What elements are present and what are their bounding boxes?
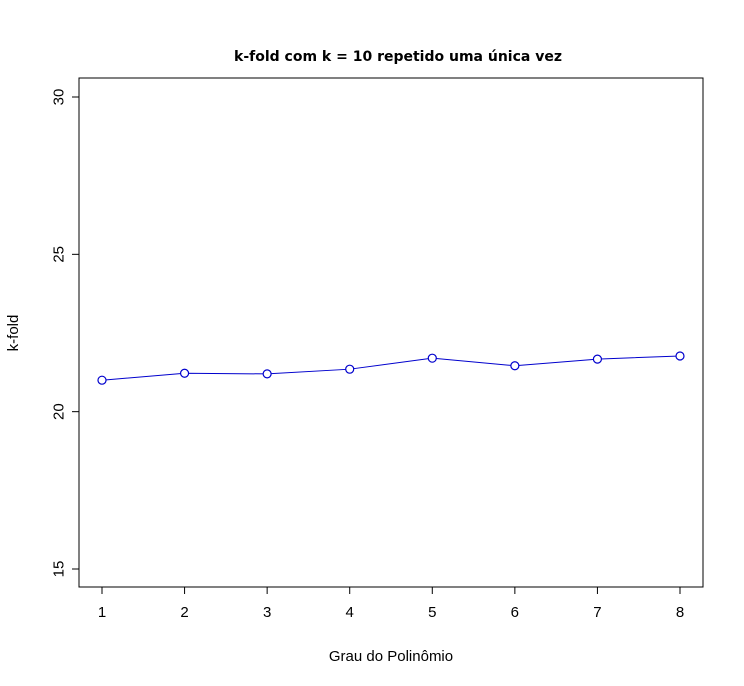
y-tick-label: 30: [51, 89, 68, 106]
data-point: [179, 368, 190, 378]
plot-frame: [78, 77, 704, 588]
x-tick-label: 3: [263, 604, 271, 621]
data-point: [262, 369, 272, 379]
x-tick-label: 8: [676, 604, 684, 621]
x-tick-label: 4: [346, 604, 354, 621]
x-axis-label: Grau do Polinômio: [329, 648, 453, 665]
data-point: [345, 364, 355, 374]
data-point: [97, 375, 107, 385]
data-point: [427, 353, 437, 363]
x-tick-label: 2: [180, 604, 188, 621]
x-axis: 1 2 3 4 5 6 7 8: [98, 586, 684, 621]
y-axis: 15 20 25 30: [51, 89, 80, 578]
x-tick-label: 7: [593, 604, 601, 621]
x-tick-label: 1: [98, 604, 106, 621]
data-points: [97, 351, 685, 385]
x-tick-label: 6: [511, 604, 519, 621]
y-axis-label: k-fold: [5, 315, 22, 352]
data-point: [510, 361, 520, 371]
x-tick-label: 5: [428, 604, 436, 621]
chart-title: k-fold com k = 10 repetido uma única vez: [234, 49, 562, 65]
data-point: [592, 354, 603, 364]
data-point: [675, 351, 685, 361]
y-tick-label: 15: [51, 561, 68, 578]
y-tick-label: 25: [51, 246, 68, 263]
series-line: [101, 355, 681, 381]
y-tick-label: 20: [51, 403, 68, 420]
